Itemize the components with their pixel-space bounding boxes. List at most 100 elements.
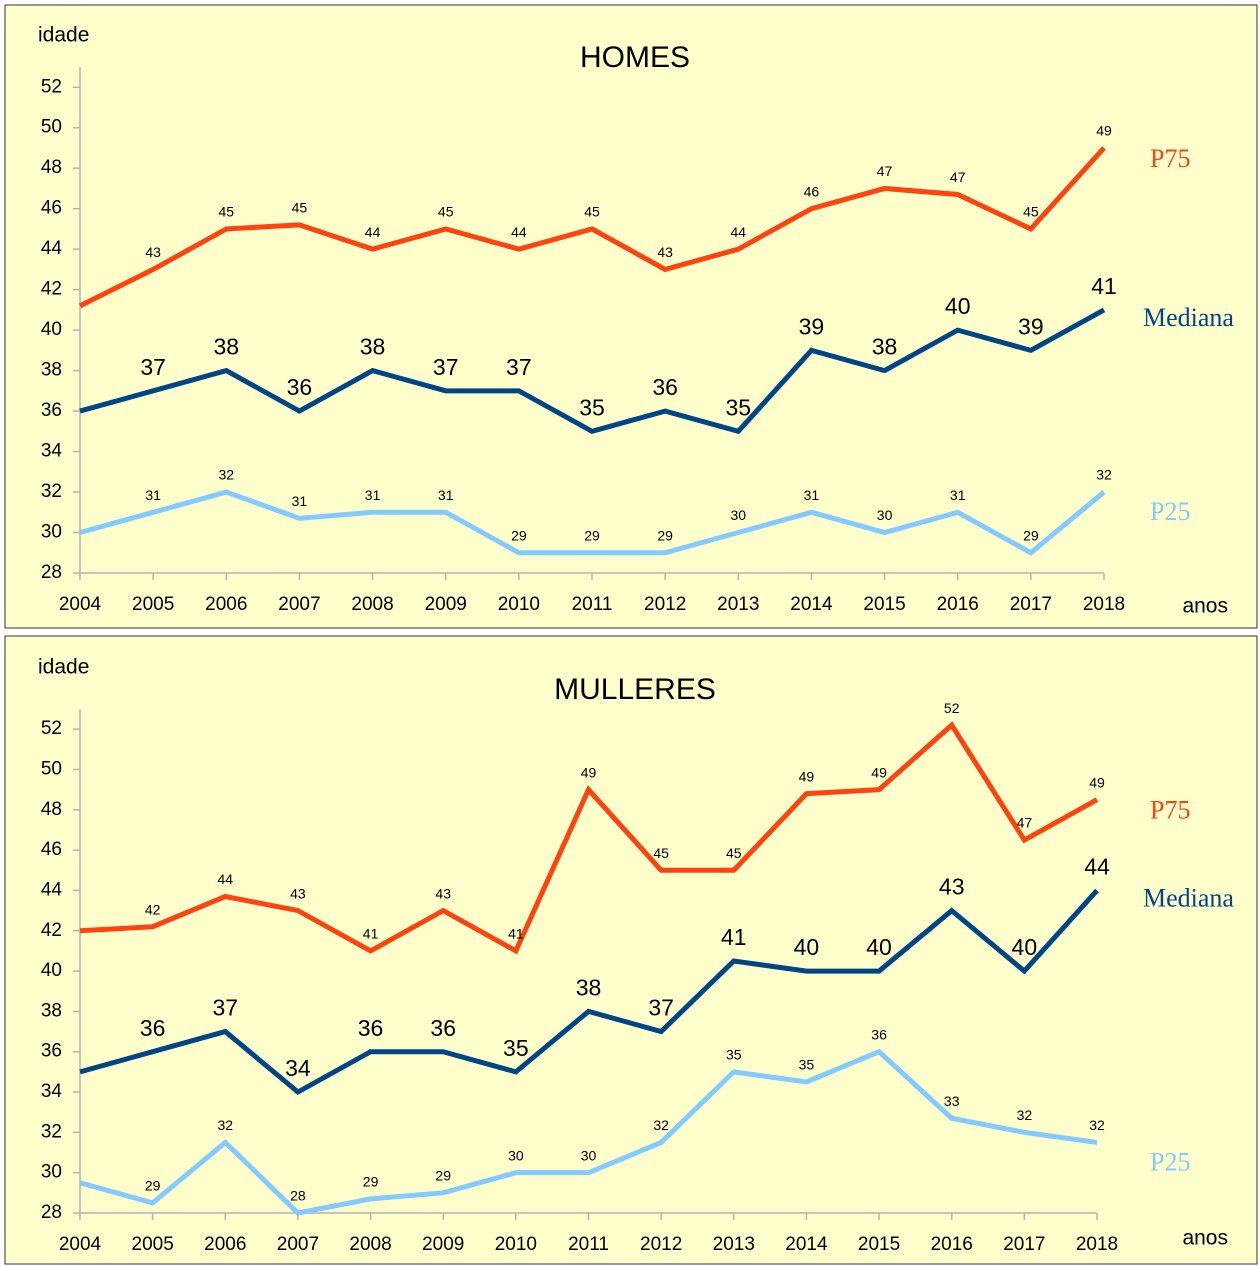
y-tick-label: 44 xyxy=(41,879,63,900)
data-label: 47 xyxy=(950,169,966,185)
data-label: 45 xyxy=(292,200,308,216)
data-label: 49 xyxy=(799,768,815,784)
data-label: 29 xyxy=(145,1178,161,1194)
data-label: 44 xyxy=(511,224,527,240)
y-tick-label: 40 xyxy=(41,319,62,340)
x-tick-label: 2017 xyxy=(1010,594,1052,615)
y-tick-label: 32 xyxy=(41,1121,62,1142)
x-tick-label: 2011 xyxy=(572,594,613,615)
data-label: 49 xyxy=(1096,123,1112,139)
data-label: 29 xyxy=(1023,527,1039,543)
data-label: 32 xyxy=(218,467,234,483)
data-label: 36 xyxy=(287,374,313,400)
legend-label: Mediana xyxy=(1143,883,1234,912)
x-tick-label: 2005 xyxy=(132,594,174,615)
data-label: 35 xyxy=(726,1047,742,1063)
chart-panel: MULLERES idade anos 28 30 32 34 36 38 40 42 44 46 48 5… xyxy=(4,635,1258,1265)
x-tick-label: 2013 xyxy=(717,594,759,615)
data-label: 37 xyxy=(212,995,238,1021)
data-label: 30 xyxy=(581,1147,597,1163)
series-line xyxy=(78,146,1106,309)
x-tick-label: 2015 xyxy=(858,1234,900,1255)
x-tick-label: 2007 xyxy=(278,594,320,615)
data-label: 36 xyxy=(430,1015,456,1041)
data-label: 38 xyxy=(872,334,898,360)
x-tick-label: 2011 xyxy=(568,1234,609,1255)
data-label: 47 xyxy=(1017,815,1033,831)
data-label: 44 xyxy=(1084,854,1110,880)
y-tick-label: 48 xyxy=(41,799,62,820)
data-label: 40 xyxy=(1012,934,1038,960)
y-tick-label: 30 xyxy=(41,1162,62,1183)
data-label: 36 xyxy=(652,374,678,400)
data-label: 39 xyxy=(799,313,825,339)
chart-panel: HOMES idade anos 28 30 32 34 36 38 40 42 44 46 48 50 52… xyxy=(4,4,1258,629)
data-label: 41 xyxy=(363,926,379,942)
data-label: 52 xyxy=(944,700,960,716)
y-tick-label: 48 xyxy=(41,157,62,178)
data-label: 38 xyxy=(576,974,602,1000)
y-tick-label: 46 xyxy=(41,839,62,860)
data-label: 45 xyxy=(653,845,669,861)
data-label: 34 xyxy=(285,1055,311,1081)
y-axis-label: idade xyxy=(38,656,89,679)
x-tick-label: 2016 xyxy=(931,1234,973,1255)
data-label: 44 xyxy=(730,224,746,240)
data-label: 30 xyxy=(877,507,893,523)
data-label: 32 xyxy=(1096,467,1112,483)
legend-label: P75 xyxy=(1150,796,1190,825)
x-tick-label: 2004 xyxy=(59,1234,102,1255)
y-tick-label: 42 xyxy=(41,920,62,941)
data-label: 31 xyxy=(292,493,308,509)
data-label: 29 xyxy=(435,1168,451,1184)
data-label: 36 xyxy=(140,1015,166,1041)
series-line xyxy=(79,489,1106,556)
data-label: 38 xyxy=(213,334,239,360)
data-label: 43 xyxy=(939,874,965,900)
data-label: 35 xyxy=(579,394,605,420)
x-tick-label: 2009 xyxy=(425,594,467,615)
legend-label: P25 xyxy=(1150,497,1190,526)
data-label: 37 xyxy=(140,354,166,380)
data-label: 31 xyxy=(804,487,820,503)
data-label: 49 xyxy=(581,764,597,780)
data-label: 31 xyxy=(438,487,454,503)
x-tick-label: 2018 xyxy=(1083,594,1125,615)
data-label: 44 xyxy=(365,224,381,240)
x-tick-label: 2007 xyxy=(277,1234,319,1255)
data-label: 41 xyxy=(721,924,747,950)
data-label: 45 xyxy=(438,204,454,220)
y-tick-label: 38 xyxy=(41,1000,62,1021)
data-label: 30 xyxy=(508,1147,524,1163)
data-label: 29 xyxy=(363,1174,379,1190)
y-tick-label: 34 xyxy=(41,441,63,462)
data-label: 45 xyxy=(218,204,234,220)
y-tick-label: 30 xyxy=(41,522,62,543)
chart-title: MULLERES xyxy=(554,673,716,706)
data-label: 36 xyxy=(358,1015,384,1041)
data-label: 42 xyxy=(145,901,161,917)
y-tick-label: 36 xyxy=(41,400,62,421)
y-tick-label: 50 xyxy=(41,117,62,138)
x-tick-label: 2015 xyxy=(863,594,905,615)
x-tick-label: 2013 xyxy=(713,1234,755,1255)
x-tick-label: 2008 xyxy=(349,1234,391,1255)
data-label: 33 xyxy=(944,1093,960,1109)
data-label: 38 xyxy=(360,334,386,360)
x-tick-label: 2006 xyxy=(205,594,247,615)
legend-label: P25 xyxy=(1150,1147,1190,1176)
data-label: 35 xyxy=(503,1035,529,1061)
data-label: 37 xyxy=(433,354,459,380)
data-label: 31 xyxy=(145,487,161,503)
series-line xyxy=(79,307,1106,435)
data-label: 40 xyxy=(794,934,820,960)
x-tick-label: 2012 xyxy=(644,594,686,615)
data-label: 32 xyxy=(217,1117,233,1133)
series-line xyxy=(79,888,1099,1096)
series-line xyxy=(79,1048,1098,1216)
x-tick-label: 2008 xyxy=(351,594,393,615)
y-tick-label: 32 xyxy=(41,481,62,502)
data-label: 35 xyxy=(799,1057,815,1073)
x-tick-label: 2010 xyxy=(495,1234,537,1255)
data-label: 37 xyxy=(648,995,674,1021)
